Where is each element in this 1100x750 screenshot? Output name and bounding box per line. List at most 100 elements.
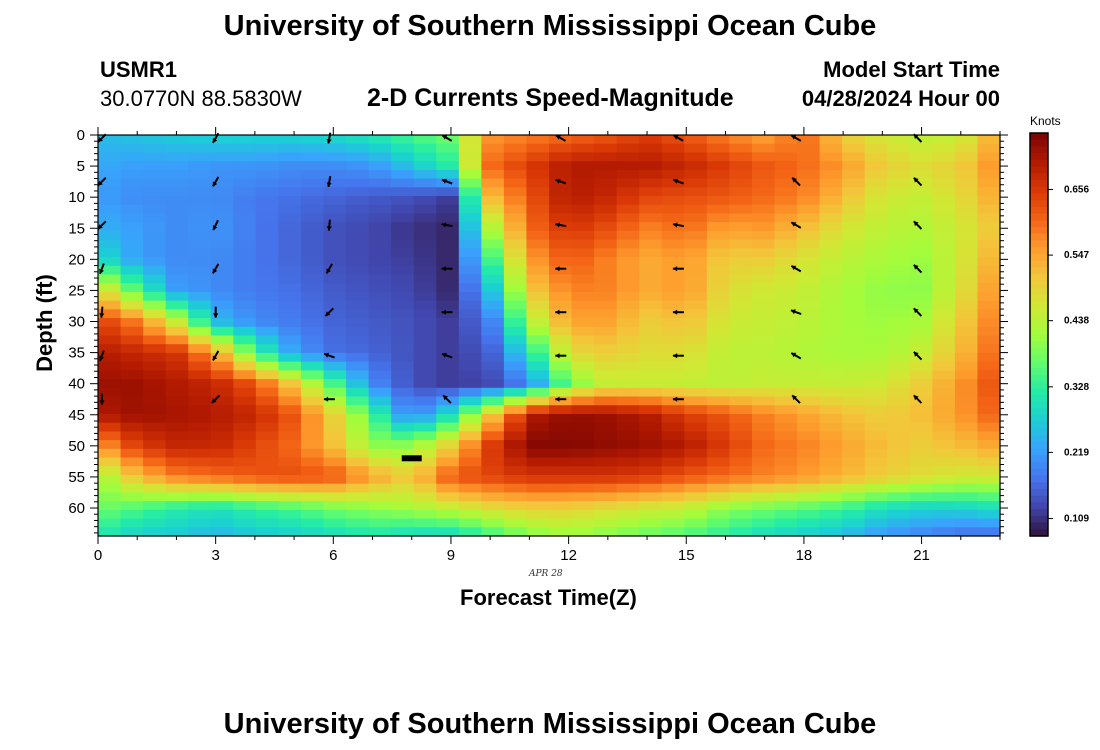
heatmap-cell <box>233 326 257 337</box>
heatmap-cell <box>549 222 573 232</box>
heatmap-cell <box>706 448 730 459</box>
heatmap-cell <box>616 161 640 171</box>
heatmap-cell <box>526 527 550 537</box>
heatmap-cell <box>639 283 663 293</box>
heatmap-cell <box>842 326 866 337</box>
heatmap-cell <box>526 326 550 337</box>
heatmap-cell <box>594 352 618 363</box>
heatmap-cell <box>594 222 618 232</box>
heatmap-cell <box>887 143 911 154</box>
heatmap-cell <box>436 326 460 337</box>
heatmap-cell <box>887 440 911 450</box>
heatmap-cell <box>368 448 392 459</box>
heatmap-cell <box>300 518 325 528</box>
heatmap-cell <box>481 257 505 267</box>
heatmap-cell <box>549 431 573 441</box>
heatmap-cell <box>503 257 528 267</box>
heatmap-cell <box>706 196 730 206</box>
heatmap-cell <box>864 265 888 276</box>
heatmap-cell <box>526 405 550 415</box>
heatmap-cell <box>797 204 821 215</box>
heatmap-cell <box>909 527 933 537</box>
heatmap-cell <box>458 326 482 337</box>
heatmap-cell <box>774 274 798 284</box>
heatmap-cell <box>954 152 979 162</box>
heatmap-cell <box>729 492 753 502</box>
plot-title: 2-D Currents Speed-Magnitude <box>367 84 734 112</box>
heatmap-cell <box>98 161 122 171</box>
heatmap-cell <box>751 222 776 232</box>
heatmap-cell <box>684 344 708 354</box>
heatmap-cell <box>526 483 550 494</box>
heatmap-cell <box>413 483 437 494</box>
heatmap-cell <box>188 405 212 415</box>
current-arrow <box>555 266 567 272</box>
heatmap-cell <box>120 143 144 154</box>
heatmap-cell <box>368 161 392 171</box>
heatmap-cell <box>616 466 640 476</box>
heatmap-cell <box>368 422 392 432</box>
heatmap-cell <box>458 239 482 249</box>
heatmap-cell <box>797 300 821 310</box>
heatmap-cell <box>391 230 415 241</box>
heatmap-cell <box>458 283 482 293</box>
heatmap-cell <box>346 135 370 145</box>
heatmap-cell <box>120 440 144 450</box>
heatmap-cell <box>368 187 392 197</box>
heatmap-cell <box>819 431 843 441</box>
heatmap-cell <box>413 344 437 354</box>
heatmap-cell <box>526 509 550 520</box>
heatmap-cell <box>616 178 640 188</box>
heatmap-cell <box>909 274 933 284</box>
heatmap-cell <box>188 196 212 206</box>
heatmap-cell <box>165 352 189 363</box>
model-start-time: 04/28/2024 Hour 00 <box>801 86 1000 111</box>
heatmap-cell <box>346 274 370 284</box>
heatmap-cell <box>210 152 234 162</box>
colorbar-segment <box>1030 294 1048 302</box>
heatmap-cell <box>165 492 189 502</box>
heatmap-cell <box>368 265 392 276</box>
current-arrow <box>913 307 923 317</box>
heatmap-cell <box>751 387 776 398</box>
heatmap-cell <box>864 196 888 206</box>
heatmap-cell <box>819 318 843 328</box>
heatmap-cell <box>842 352 866 363</box>
heatmap-cell <box>977 352 1001 363</box>
heatmap-cell <box>188 387 212 398</box>
heatmap-cell <box>391 440 415 450</box>
heatmap-cell <box>932 143 956 154</box>
heatmap-cell <box>526 474 550 485</box>
heatmap-cell <box>661 448 685 459</box>
heatmap-cell <box>210 187 234 197</box>
heatmap-cell <box>549 483 573 494</box>
heatmap-cell <box>819 300 843 310</box>
heatmap-cell <box>797 370 821 380</box>
heatmap-cell <box>909 196 933 206</box>
heatmap-cell <box>255 248 279 258</box>
heatmap-cell <box>526 448 550 459</box>
heatmap-cell <box>165 379 189 389</box>
heatmap-cell <box>977 474 1001 485</box>
heatmap-cell <box>571 257 595 267</box>
heatmap-cell <box>774 440 798 450</box>
heatmap-cell <box>594 483 618 494</box>
heatmap-cell <box>684 457 708 467</box>
heatmap-cell <box>684 230 708 241</box>
heatmap-cell <box>233 135 257 145</box>
heatmap-cell <box>323 204 347 215</box>
heatmap-cell <box>98 431 122 441</box>
heatmap-cell <box>188 248 212 258</box>
heatmap-cell <box>278 178 302 188</box>
heatmap-cell <box>346 283 370 293</box>
heatmap-cell <box>233 196 257 206</box>
heatmap-cell <box>210 326 234 337</box>
heatmap-cell <box>819 169 843 180</box>
current-arrow <box>323 396 335 402</box>
heatmap-cell <box>616 387 640 398</box>
colorbar-segment <box>1030 334 1048 342</box>
heatmap-cell <box>842 335 866 345</box>
heatmap-cell <box>210 431 234 441</box>
heatmap-cell <box>774 318 798 328</box>
